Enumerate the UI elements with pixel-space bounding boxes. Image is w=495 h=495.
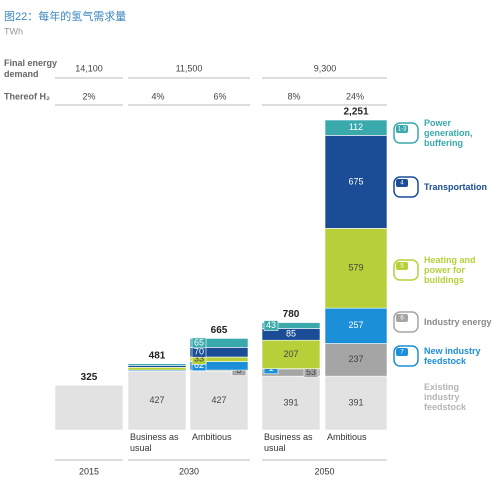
legend-icon-number: 4 bbox=[400, 181, 404, 187]
group-label: 2050 bbox=[314, 466, 334, 476]
value-label: 85 bbox=[286, 329, 296, 339]
value-label: 43 bbox=[266, 320, 276, 330]
value-label: 427 bbox=[149, 395, 164, 405]
legend-icon-number: 5 bbox=[400, 264, 404, 270]
value-badge bbox=[191, 337, 207, 349]
value-label: 207 bbox=[283, 349, 298, 359]
total-label: 481 bbox=[149, 350, 166, 361]
x-tick-label: Business as usual bbox=[264, 432, 313, 453]
table-cell: 24% bbox=[346, 91, 364, 101]
table-cell: 9,300 bbox=[314, 63, 337, 73]
legend-entry: Existing industry feedstock bbox=[424, 382, 467, 412]
total-label: 325 bbox=[81, 372, 98, 383]
value-label: 237 bbox=[348, 354, 363, 364]
value-label: 391 bbox=[283, 397, 298, 407]
legend-icon-badge bbox=[396, 179, 408, 187]
legend-entry: Transportation bbox=[424, 182, 488, 192]
bar-segment bbox=[127, 367, 187, 371]
bar-segment bbox=[261, 322, 321, 329]
bar-segment bbox=[324, 228, 388, 309]
value-label: 579 bbox=[348, 263, 363, 273]
legend-icon-number: 1-3 bbox=[398, 127, 407, 133]
bar-segment bbox=[324, 375, 388, 431]
legend-icon-badge bbox=[396, 262, 408, 270]
legend-entry: New industry feedstock bbox=[424, 346, 481, 366]
legend-icon-badge bbox=[396, 125, 408, 133]
value-label: 427 bbox=[211, 395, 226, 405]
legend-entry: Heating and power for buildings bbox=[424, 255, 476, 285]
legend-icon-number: 7 bbox=[400, 350, 404, 356]
bar-segment bbox=[54, 384, 124, 431]
value-label: 391 bbox=[348, 397, 363, 407]
value-label: 675 bbox=[348, 176, 363, 186]
value-label: 33 bbox=[194, 354, 204, 364]
table-cell: 11,500 bbox=[176, 63, 203, 73]
total-label: 2,251 bbox=[343, 107, 368, 118]
bar-segment bbox=[324, 307, 388, 344]
total-label: 780 bbox=[283, 309, 300, 320]
table-cell: 2% bbox=[82, 91, 95, 101]
bar-segment bbox=[127, 370, 187, 431]
table-cell: 14,100 bbox=[75, 63, 103, 73]
table-cell: 4% bbox=[151, 91, 164, 101]
x-tick-label: Business as usual bbox=[130, 432, 179, 453]
bar-segment bbox=[324, 119, 388, 136]
legend-icon-badge bbox=[396, 348, 408, 356]
bar-segment bbox=[324, 343, 388, 377]
legend-entry: Power generation, buffering bbox=[424, 118, 473, 148]
value-label: 112 bbox=[349, 122, 363, 132]
value-label: 53 bbox=[306, 367, 316, 377]
bar-segment bbox=[189, 338, 249, 348]
bar-segment bbox=[127, 363, 187, 366]
value-label: 62 bbox=[194, 360, 204, 370]
table-cell: 8% bbox=[287, 91, 300, 101]
total-label: 665 bbox=[211, 325, 228, 336]
group-label: 2030 bbox=[179, 466, 199, 476]
row-label: Thereof H₂ bbox=[4, 91, 50, 101]
chart-title: 图22：每年的氢气需求量 bbox=[4, 9, 126, 23]
bar-segment bbox=[261, 339, 321, 370]
bar-segment bbox=[324, 135, 388, 229]
value-badge bbox=[263, 320, 279, 331]
value-label: 70 bbox=[194, 347, 204, 357]
legend-entry: Industry energy bbox=[424, 317, 492, 327]
row-label: Final energy demand bbox=[4, 58, 57, 79]
legend-icon-badge bbox=[396, 314, 408, 322]
legend-icon-number: 6 bbox=[400, 316, 404, 322]
x-tick-label: Ambitious bbox=[327, 432, 367, 442]
value-label: 65 bbox=[194, 337, 204, 347]
group-label: 2015 bbox=[79, 466, 99, 476]
bar-segment bbox=[261, 375, 321, 431]
chart-subtitle: TWh bbox=[4, 26, 23, 36]
table-cell: 6% bbox=[213, 91, 226, 101]
x-tick-label: Ambitious bbox=[192, 432, 232, 442]
value-label: 257 bbox=[348, 320, 363, 330]
